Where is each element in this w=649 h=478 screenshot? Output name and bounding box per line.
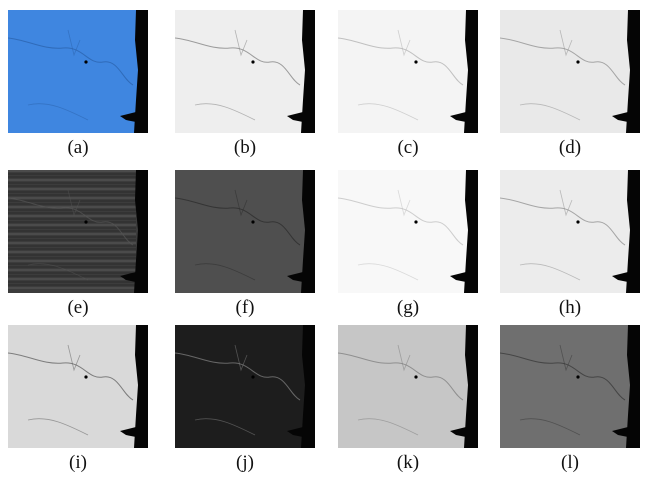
panel-label: (i) — [8, 452, 148, 474]
spot — [84, 60, 87, 63]
panel-image — [175, 170, 315, 293]
spot — [84, 220, 87, 223]
spot — [576, 60, 579, 63]
panel-image — [175, 325, 315, 448]
panel-label: (h) — [500, 297, 640, 319]
panel-image — [500, 170, 640, 293]
panel-label: (g) — [338, 297, 478, 319]
panel-image — [338, 10, 478, 133]
panel-image — [175, 10, 315, 133]
figure: (a) (b) (c) (d) (e) (f) (g) (h) (i) (j) (k) (l) — [0, 0, 649, 478]
spot — [251, 375, 254, 378]
spot — [576, 375, 579, 378]
panel-image — [8, 170, 148, 293]
panel-image — [500, 10, 640, 133]
panel-label: (a) — [8, 137, 148, 159]
spot — [576, 220, 579, 223]
panel-label: (e) — [8, 297, 148, 319]
spot — [414, 60, 417, 63]
spot — [251, 220, 254, 223]
panel-label: (k) — [338, 452, 478, 474]
spot — [251, 60, 254, 63]
panel-image — [338, 170, 478, 293]
panel-image — [8, 325, 148, 448]
panel-label: (d) — [500, 137, 640, 159]
spot — [414, 220, 417, 223]
panel-image — [500, 325, 640, 448]
spot — [414, 375, 417, 378]
panel-label: (l) — [500, 452, 640, 474]
panel-image — [338, 325, 478, 448]
spot — [84, 375, 87, 378]
panel-image — [8, 10, 148, 133]
panel-label: (b) — [175, 137, 315, 159]
panel-label: (f) — [175, 297, 315, 319]
panel-label: (j) — [175, 452, 315, 474]
panel-label: (c) — [338, 137, 478, 159]
